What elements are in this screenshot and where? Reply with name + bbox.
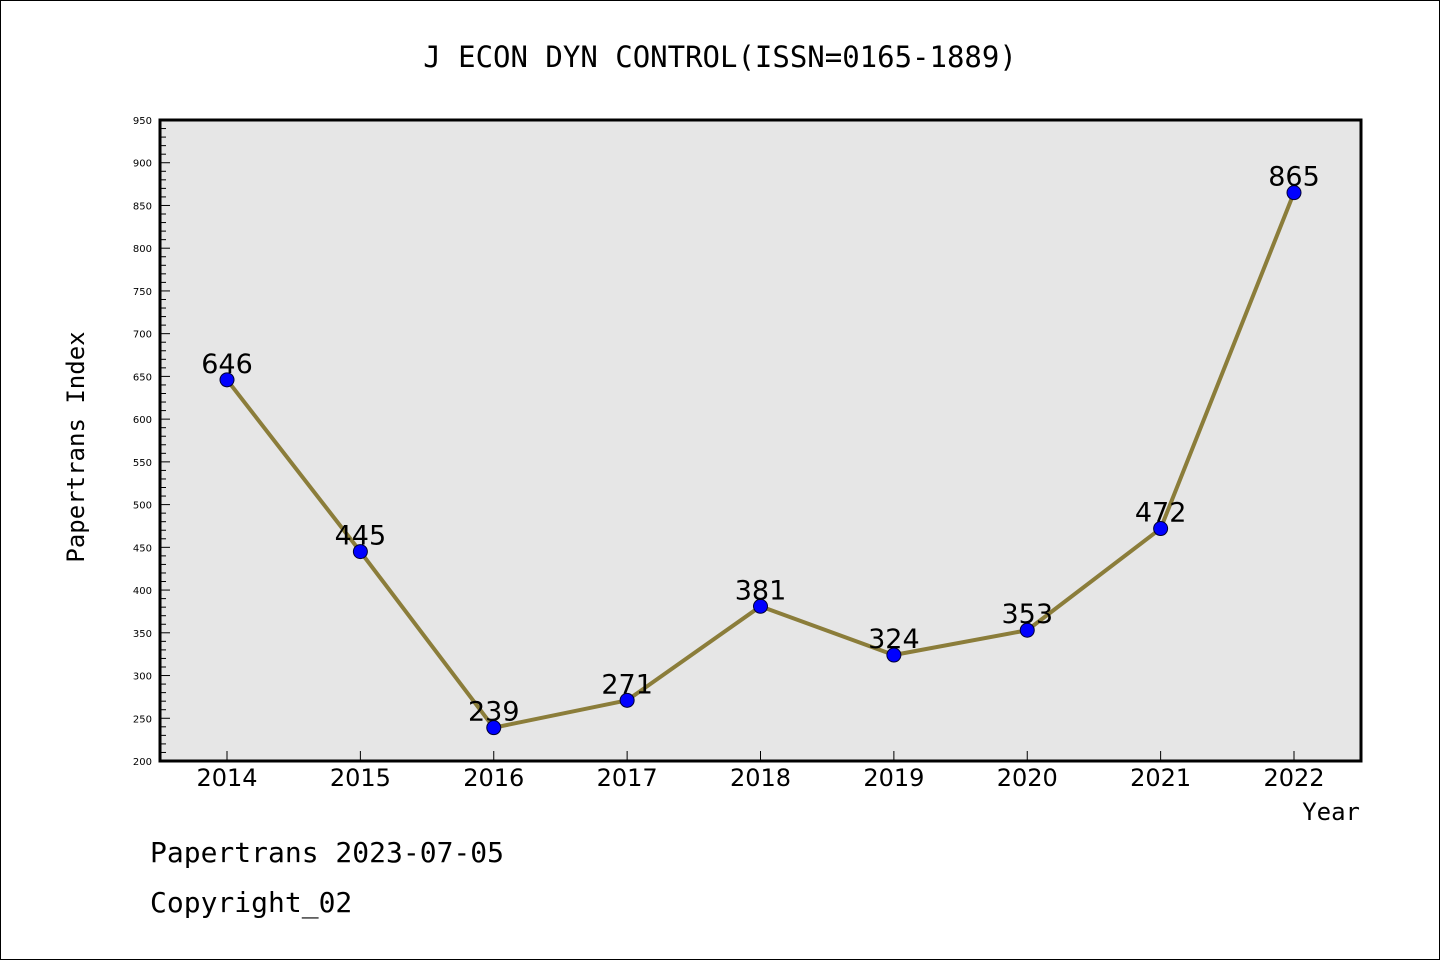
y-tick-label: 850 (133, 201, 152, 212)
x-tick-label: 2015 (330, 764, 391, 792)
y-axis-label: Papertrans Index (62, 331, 90, 562)
y-tick-label: 200 (133, 757, 152, 768)
data-point-2017 (619, 692, 635, 708)
y-tick-label: 950 (133, 116, 152, 127)
chart-title: J ECON DYN CONTROL(ISSN=0165-1889) (423, 40, 1017, 74)
data-label-2022: 865 (1268, 162, 1320, 193)
y-tick-label: 550 (133, 458, 152, 469)
data-label-2018: 381 (735, 575, 787, 606)
data-point-2021 (1153, 521, 1169, 537)
data-point-2015 (352, 544, 368, 560)
x-tick-label: 2014 (196, 764, 257, 792)
y-tick-label: 250 (133, 714, 152, 725)
y-tick-label: 750 (133, 287, 152, 298)
x-axis: 2014 2015 2016 2017 2018 2019 2020 2021 2022 (196, 751, 1325, 792)
y-tick-label: 350 (133, 629, 152, 640)
data-point-2016 (486, 720, 502, 736)
y-tick-label: 450 (133, 543, 152, 554)
x-tick-label: 2019 (863, 764, 924, 792)
x-tick-label: 2022 (1263, 764, 1324, 792)
y-tick-label: 600 (133, 415, 152, 426)
data-label-2020: 353 (1001, 599, 1053, 630)
footer-date: Papertrans 2023-07-05 (150, 836, 505, 869)
y-tick-label: 700 (133, 330, 152, 341)
x-tick-label: 2021 (1130, 764, 1191, 792)
data-label-2021: 472 (1135, 498, 1187, 529)
data-point-2022 (1286, 185, 1302, 201)
footer-copyright: Copyright_02 (150, 886, 353, 919)
data-point-2019 (886, 647, 902, 663)
data-labels: 646 445 239 271 381 324 353 472 865 (201, 162, 1320, 728)
y-tick-label: 400 (133, 586, 152, 597)
y-axis: 200 250 300 350 400 450 500 550 600 650 700 750 800 8… (133, 116, 170, 768)
y-tick-label: 900 (133, 159, 152, 170)
data-label-2015: 445 (335, 521, 387, 552)
data-label-2019: 324 (868, 624, 920, 655)
x-axis-label: Year (1302, 798, 1360, 826)
x-tick-label: 2020 (997, 764, 1058, 792)
series-line (219, 185, 1302, 736)
data-label-2017: 271 (601, 669, 653, 700)
data-point-2014 (219, 372, 235, 388)
plot-area (158, 118, 1363, 763)
y-tick-label: 800 (133, 244, 152, 255)
data-point-2018 (753, 598, 768, 614)
y-tick-label: 300 (133, 672, 152, 683)
x-tick-label: 2018 (730, 764, 791, 792)
data-label-2016: 239 (468, 697, 520, 728)
y-tick-label: 650 (133, 372, 152, 383)
y-tick-label: 500 (133, 501, 152, 512)
data-label-2014: 646 (201, 349, 253, 380)
x-tick-label: 2016 (463, 764, 524, 792)
x-tick-label: 2017 (597, 764, 658, 792)
data-point-2020 (1019, 622, 1035, 638)
